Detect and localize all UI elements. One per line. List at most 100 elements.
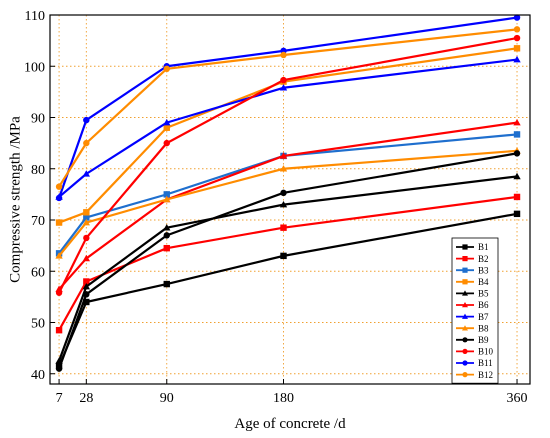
- data-point: [83, 209, 90, 216]
- data-point: [513, 26, 521, 33]
- data-point: [163, 232, 170, 239]
- data-point: [55, 326, 63, 334]
- data-point: [82, 282, 91, 290]
- y-tick-label: 110: [25, 9, 45, 24]
- legend-marker: [462, 267, 468, 273]
- data-point: [55, 183, 63, 190]
- series-b1: [55, 210, 521, 370]
- y-tick-label: 40: [31, 368, 45, 383]
- legend-marker: [462, 279, 468, 285]
- data-point: [55, 194, 63, 202]
- data-point: [513, 193, 521, 201]
- data-point: [279, 152, 288, 159]
- data-point: [55, 252, 63, 259]
- legend-label: B9: [478, 335, 489, 345]
- legend-label: B11: [478, 358, 493, 368]
- series-line: [58, 133, 518, 254]
- x-tick-label: 360: [507, 391, 528, 406]
- data-point: [83, 214, 90, 221]
- data-point: [83, 298, 90, 306]
- x-axis-title: Age of concrete /d: [234, 416, 346, 432]
- data-point: [163, 195, 171, 203]
- legend-item-b4: B4: [456, 277, 489, 287]
- series-b10: [55, 34, 521, 296]
- series-layer: [55, 14, 521, 372]
- legend-item-b3: B3: [456, 265, 489, 275]
- data-point: [83, 139, 90, 147]
- series-line: [58, 175, 518, 362]
- data-point: [82, 218, 91, 226]
- data-point: [513, 118, 521, 126]
- data-point: [163, 118, 171, 126]
- data-point: [55, 289, 63, 296]
- data-point: [513, 131, 521, 138]
- legend-label: B4: [478, 277, 489, 287]
- data-point: [82, 254, 91, 262]
- y-tick-label: 100: [24, 60, 45, 75]
- series-b9: [55, 150, 521, 372]
- data-point: [280, 76, 287, 84]
- data-point: [280, 51, 287, 59]
- data-point: [163, 139, 170, 147]
- axes: 7 28 90 180 360 40 50 60 70 80 90 100 110: [24, 9, 528, 406]
- legend-marker: [462, 256, 468, 262]
- legend-marker: [462, 313, 468, 319]
- data-point: [280, 252, 287, 260]
- series-line: [58, 28, 518, 188]
- series-line: [58, 16, 518, 199]
- y-tick-label: 50: [31, 317, 45, 332]
- legend-label: B1: [478, 242, 489, 252]
- legend-label: B3: [478, 265, 489, 275]
- data-point: [513, 150, 521, 157]
- legend-marker: [462, 360, 468, 366]
- data-point: [83, 291, 90, 298]
- legend-label: B10: [478, 347, 494, 357]
- legend-label: B12: [478, 370, 493, 380]
- legend-item-b2: B2: [456, 254, 489, 264]
- legend-item-b10: B10: [456, 347, 494, 357]
- data-point: [55, 219, 63, 226]
- data-point: [163, 65, 170, 73]
- legend-marker: [462, 325, 468, 331]
- legend-marker: [462, 348, 468, 354]
- y-tick-label: 70: [31, 214, 45, 229]
- legend-label: B6: [478, 300, 489, 310]
- legend-item-b1: B1: [456, 242, 489, 252]
- data-point: [513, 14, 521, 21]
- y-tick-label: 80: [31, 163, 45, 178]
- plot-frame: [49, 14, 531, 385]
- legend-item-b9: B9: [456, 335, 489, 345]
- legend-item-b5: B5: [456, 289, 489, 299]
- series-line: [58, 47, 518, 224]
- data-point: [163, 124, 170, 131]
- series-b2: [55, 193, 521, 334]
- legend-label: B7: [478, 312, 489, 322]
- legend-item-b12: B12: [456, 370, 493, 380]
- legend-marker: [462, 372, 468, 378]
- data-point: [513, 55, 521, 63]
- x-tick-label: 28: [79, 391, 93, 406]
- series-b7: [55, 55, 521, 200]
- legend-marker: [462, 244, 468, 250]
- data-point: [279, 165, 288, 172]
- data-point: [280, 189, 287, 197]
- legend-marker: [462, 290, 468, 296]
- legend-item-b11: B11: [456, 358, 493, 368]
- data-point: [513, 172, 521, 180]
- data-point: [163, 224, 171, 231]
- legend-label: B2: [478, 254, 489, 264]
- data-point: [163, 280, 170, 288]
- data-point: [513, 210, 521, 218]
- data-point: [279, 84, 288, 91]
- legend-label: B5: [478, 289, 489, 299]
- legend-box: [451, 237, 499, 384]
- legend-item-b6: B6: [456, 300, 489, 310]
- data-point: [83, 234, 90, 242]
- series-line: [58, 212, 518, 367]
- y-tick-label: 90: [31, 112, 45, 127]
- data-point: [279, 200, 288, 208]
- x-tick-label: 180: [273, 391, 294, 406]
- x-tick-label: 7: [56, 391, 63, 406]
